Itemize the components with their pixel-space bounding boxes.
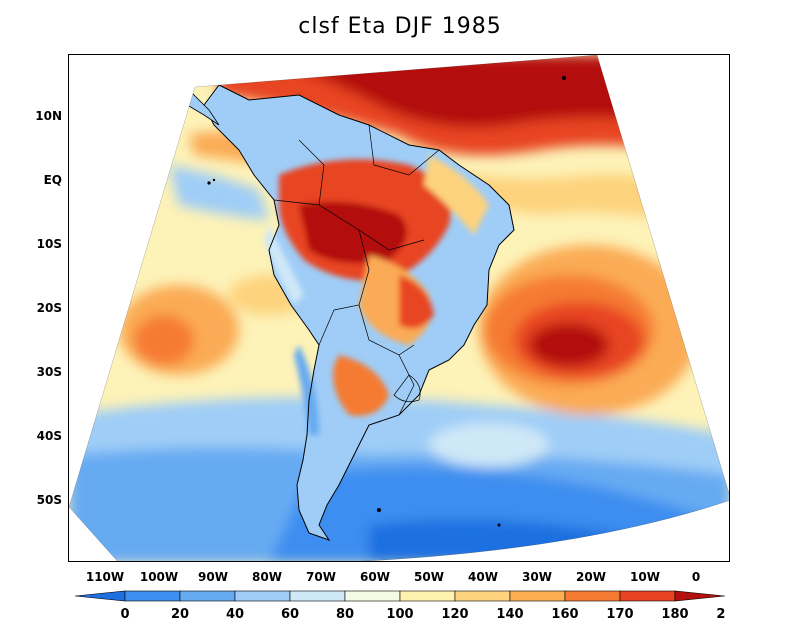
field-andes-blue [294,345,319,435]
colorbar-tick-label: 180 [661,607,688,618]
africa-borders [648,74,720,126]
lon-tick-label: 60W [360,570,390,584]
colorbar-tick-label: 160 [551,607,578,618]
lat-tick-label: 20S [36,301,62,315]
lat-tick-label: 40S [36,429,62,443]
colorbar-box [399,590,456,602]
border-colombia [298,139,325,206]
colorbar-tick-label: 200 [716,607,725,618]
field-satl-darkred [529,323,609,367]
continent-layer [107,55,729,541]
africa-border-1 [648,74,710,111]
border-chile-bolivia [318,309,335,346]
lon-tick-label: 30W [522,570,552,584]
map-frame [68,54,730,562]
continent-outline [203,84,515,541]
colorbar-box [234,590,291,602]
colorbar-box [619,590,676,602]
colorbar-box [124,590,181,602]
map-canvas [69,55,729,561]
border-uruguay [393,374,421,402]
field-satl-paleblue [429,423,549,467]
lat-tick-label: 50S [36,493,62,507]
lat-tick-label: 10S [36,237,62,251]
south-georgia-island [497,523,501,527]
colorbar-box [564,590,621,602]
field-lplata-orange [333,355,389,416]
colorbar-tick-label: 60 [281,607,299,618]
field-layer [69,55,729,561]
colorbar-tick-label: 20 [171,607,189,618]
lon-tick-label: 50W [414,570,444,584]
colorbar-box [289,590,346,602]
colorbar-labels: 0 20 40 60 80 100 120 140 160 170 180 200 [120,607,725,618]
border-bolivia [333,229,370,311]
lat-tick-label: 30S [36,365,62,379]
colorbar-tick-label: 100 [386,607,413,618]
galapagos-island [212,178,216,182]
field-ne-yellow [424,155,489,235]
lon-tick-label: 90W [198,570,228,584]
lon-tick-label: 110W [85,570,125,584]
lon-tick-label: 40W [468,570,498,584]
lon-tick-label: 100W [139,570,179,584]
africa-border-2 [668,114,720,126]
colorbar-box [344,590,401,602]
lon-tick-label: 10W [630,570,660,584]
colorbar-tick-label: 140 [496,607,523,618]
colorbar-upper-triangle [674,590,725,602]
map-title: clsf Eta DJF 1985 [298,14,502,39]
field-coast-paleblue [264,225,304,305]
lon-tick-label: 20W [576,570,606,584]
colorbar-lower-triangle [75,590,126,602]
lat-tick-label: 10N [35,109,62,123]
colorbar: 0 20 40 60 80 100 120 140 160 170 180 200 [75,590,725,618]
field-natl-darkred [279,55,689,128]
field-sepac-red [134,315,194,365]
border-venezuela-guyana [368,124,440,176]
colorbar-tick-label: 170 [606,607,633,618]
country-borders [273,124,440,416]
colorbar-tick-label: 80 [336,607,354,618]
border-argentina-brazil [398,354,415,416]
colorbar-tick-label: 0 [120,607,129,618]
colorbar-tick-label: 40 [226,607,244,618]
field-brazil-red [399,275,434,329]
falkland-island [377,508,381,512]
lon-tick-label: 70W [306,570,336,584]
border-paraguay [358,304,415,356]
galapagos-island [207,181,211,185]
lon-tick-label: 80W [252,570,282,584]
colorbar-tick-label: 120 [441,607,468,618]
colorbar-box [179,590,236,602]
pacific-island [107,343,111,347]
domain-edge [69,55,729,561]
field-eqpac-blue [169,165,269,220]
colorbar-box [454,590,511,602]
field-amazon-darkred [299,201,407,264]
colorbar-boxes [75,590,725,602]
colorbar-box [509,590,566,602]
africa [613,55,729,152]
cape-verde-island [562,76,566,80]
lon-tick-label: 0 [691,570,701,584]
lat-tick-label: EQ [43,173,62,187]
